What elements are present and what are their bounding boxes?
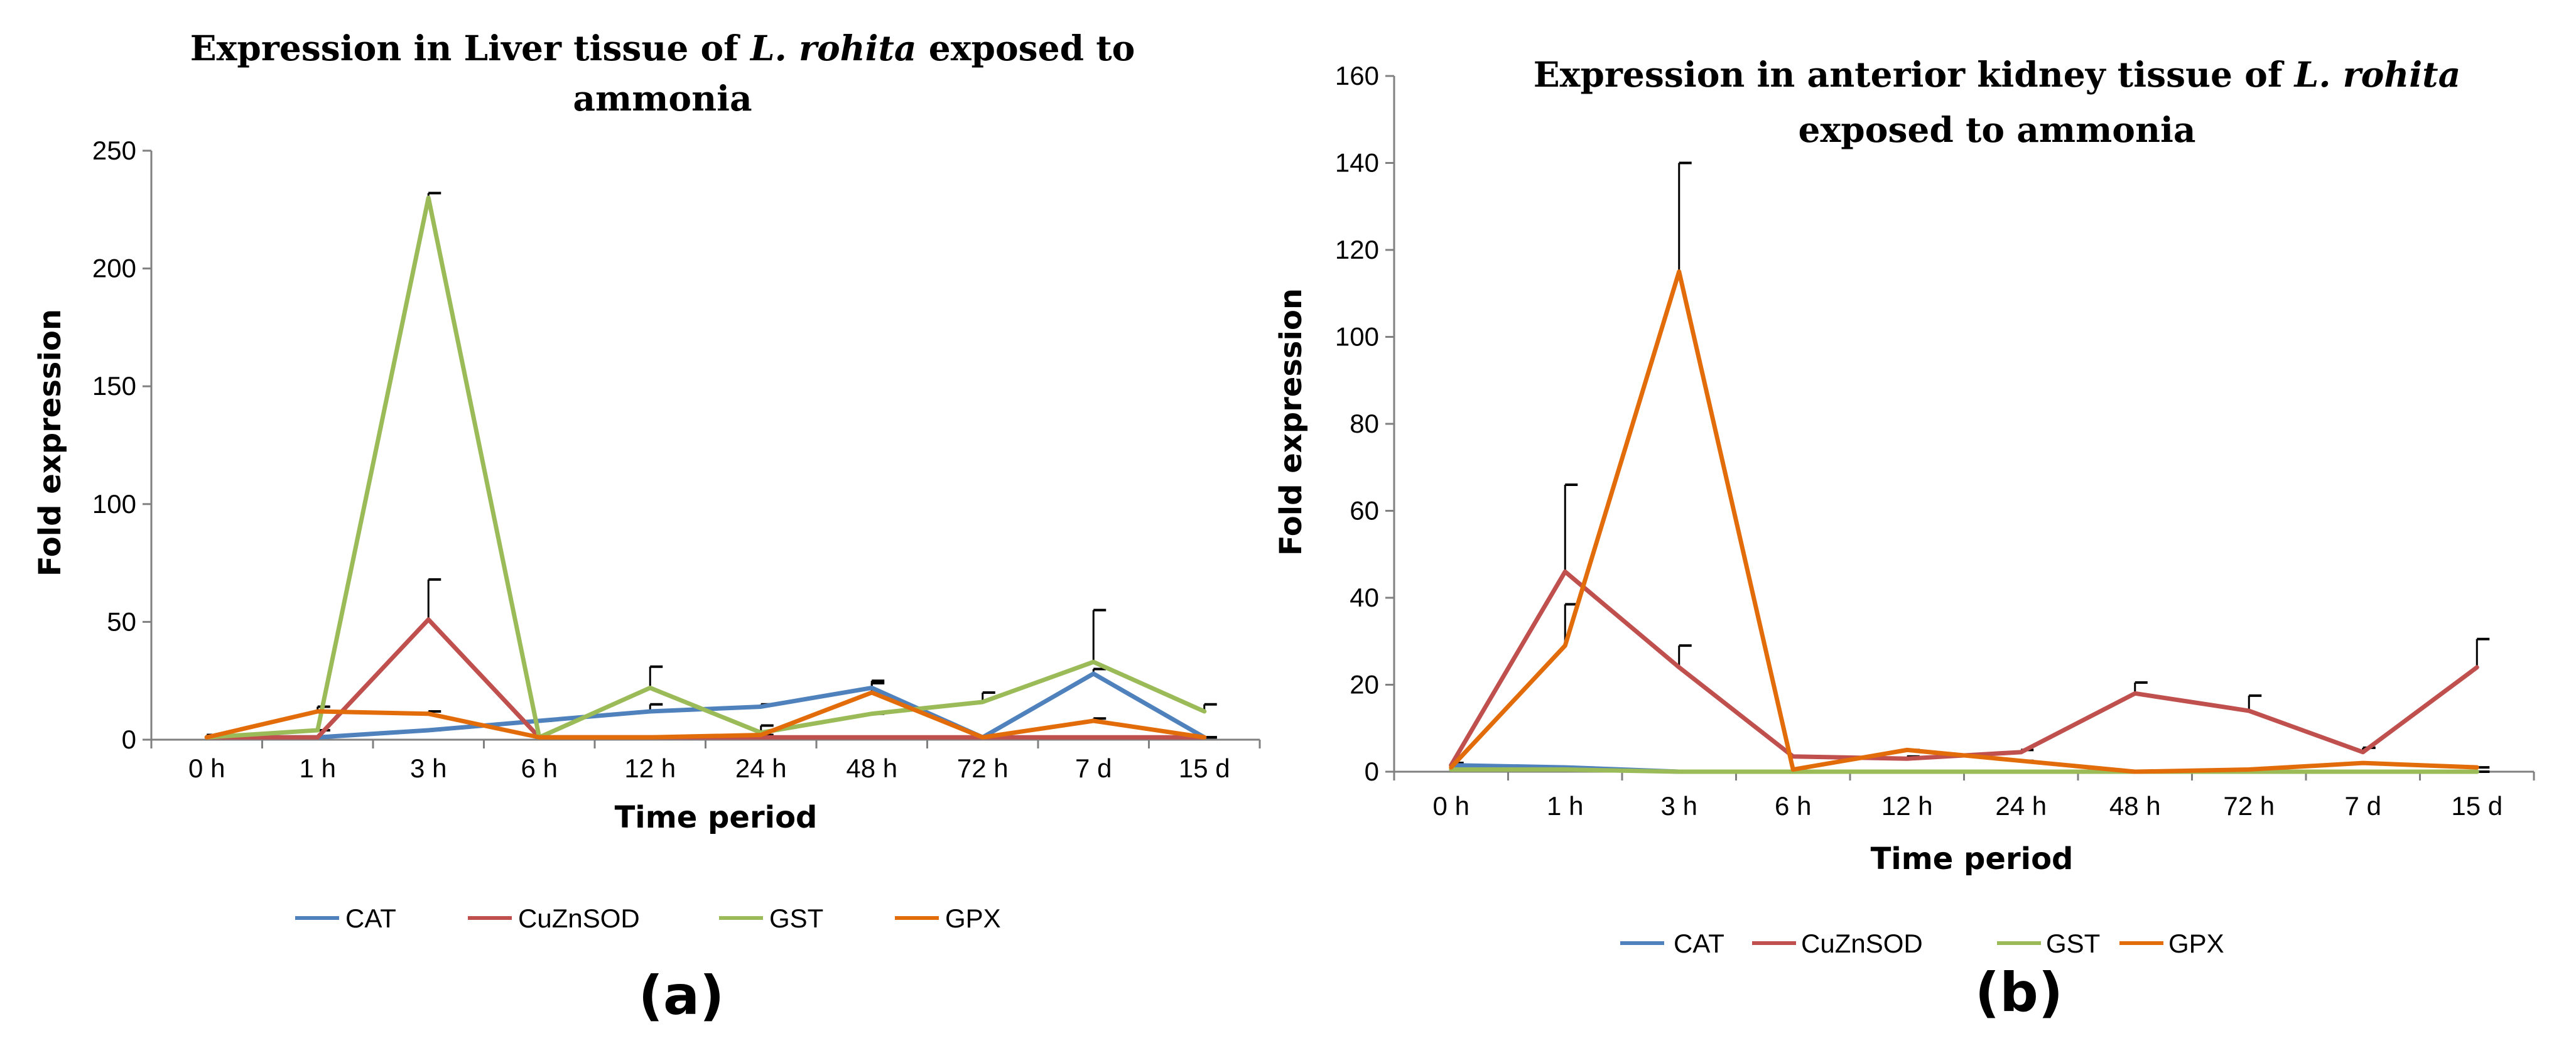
chart-b-legend-label-gpx: GPX bbox=[2168, 929, 2224, 958]
chart-b-x-tick-label: 72 h bbox=[2223, 791, 2275, 821]
chart-b-x-tick-label: 48 h bbox=[2109, 791, 2161, 821]
chart-liver: Expression in Liver tissue of L. rohita … bbox=[33, 28, 1261, 1027]
chart-b-x-tick-label: 12 h bbox=[1881, 791, 1933, 821]
chart-b-legend-label-gst: GST bbox=[2046, 929, 2100, 958]
chart-b-y-tick-label: 60 bbox=[1350, 496, 1379, 526]
chart-a-y-tick-label: 50 bbox=[107, 607, 136, 636]
chart-a-series-gpx bbox=[204, 690, 1207, 740]
chart-a-series-gst bbox=[204, 195, 1207, 740]
chart-b-error-bars bbox=[1450, 161, 2490, 773]
chart-a-x-tick-label: 7 d bbox=[1075, 753, 1112, 783]
chart-a-legend-label-cuznsod: CuZnSOD bbox=[518, 904, 640, 933]
chart-a-legend-label-gst: GST bbox=[769, 904, 823, 933]
chart-b-y-tick-label: 80 bbox=[1350, 409, 1379, 438]
chart-a-y-axis-label: Fold expression bbox=[33, 309, 68, 576]
chart-a-x-tick-label: 6 h bbox=[521, 753, 558, 783]
chart-b-y-tick-label: 100 bbox=[1335, 322, 1379, 352]
chart-a-x-tick-label: 48 h bbox=[846, 753, 897, 783]
chart-b-panel-label: (b) bbox=[1975, 961, 2063, 1024]
chart-b-x-tick-label: 3 h bbox=[1661, 791, 1697, 821]
chart-b-x-tick-label: 24 h bbox=[1995, 791, 2047, 821]
chart-b-series-cuznsod bbox=[1449, 569, 2479, 768]
chart-b-y-tick-label: 160 bbox=[1335, 61, 1379, 90]
chart-a-y-tick-label: 150 bbox=[92, 371, 136, 401]
chart-b-title-line2: exposed to ammonia bbox=[1799, 109, 2196, 150]
chart-a-y-tick-label: 0 bbox=[122, 725, 136, 754]
chart-a-x-tick-label: 12 h bbox=[624, 753, 676, 783]
chart-b-x-tick-label: 1 h bbox=[1547, 791, 1583, 821]
chart-a-panel-label: (a) bbox=[639, 964, 725, 1027]
chart-b-y-tick-label: 20 bbox=[1350, 670, 1379, 699]
chart-a-x-tick-label: 24 h bbox=[735, 753, 787, 783]
chart-b-x-tick-label: 6 h bbox=[1775, 791, 1811, 821]
chart-b-series-gpx bbox=[1449, 269, 2479, 774]
chart-b-series-gst bbox=[1449, 767, 2479, 774]
chart-b-y-tick-label: 140 bbox=[1335, 148, 1379, 178]
chart-a-legend-label-cat: CAT bbox=[345, 904, 396, 933]
chart-b-y-tick-label: 120 bbox=[1335, 235, 1379, 264]
chart-a-legend-label-gpx: GPX bbox=[945, 904, 1001, 933]
chart-a-x-tick-label: 0 h bbox=[188, 753, 225, 783]
chart-a-title-line2: ammonia bbox=[573, 78, 752, 119]
chart-a-error-bars bbox=[205, 192, 1217, 739]
chart-a-axes: 0 50 100 150 200 250 0 h 1 h 3 h 6 h 12 h 24 h 48 h 7… bbox=[92, 136, 1261, 783]
chart-a-series-cuznsod bbox=[204, 617, 1207, 740]
chart-a-y-tick-label: 100 bbox=[92, 489, 136, 519]
chart-a-x-axis-label: Time period bbox=[615, 800, 818, 835]
chart-a-x-tick-label: 1 h bbox=[300, 753, 336, 783]
chart-a-x-tick-label: 15 d bbox=[1179, 753, 1230, 783]
chart-b-x-axis-label: Time period bbox=[1871, 841, 2074, 877]
chart-b-axes: 0 20 40 60 80 100 120 140 160 0 h 1 h 3 h 6 h 12 h 24 … bbox=[1335, 61, 2535, 821]
chart-b-x-tick-label: 7 d bbox=[2345, 791, 2381, 821]
chart-a-title-line1: Expression in Liver tissue of L. rohita … bbox=[190, 28, 1135, 68]
chart-b-x-tick-label: 15 d bbox=[2451, 791, 2503, 821]
chart-a-legend: CAT CuZnSOD GST GPX bbox=[295, 904, 1001, 933]
chart-a-x-tick-label: 72 h bbox=[957, 753, 1009, 783]
chart-a-x-tick-label: 3 h bbox=[410, 753, 446, 783]
chart-a-y-tick-label: 200 bbox=[92, 254, 136, 283]
chart-b-series bbox=[1449, 269, 2479, 774]
chart-b-y-tick-label: 40 bbox=[1350, 583, 1379, 612]
chart-b-legend-label-cuznsod: CuZnSOD bbox=[1801, 929, 1923, 958]
chart-b-legend: CAT CuZnSOD GST GPX bbox=[1620, 929, 2224, 958]
chart-a-series bbox=[204, 195, 1207, 740]
chart-a-y-tick-label: 250 bbox=[92, 136, 136, 165]
chart-b-x-tick-label: 0 h bbox=[1433, 791, 1469, 821]
chart-b-legend-label-cat: CAT bbox=[1674, 929, 1724, 958]
chart-b-y-axis-label: Fold expression bbox=[1274, 288, 1309, 556]
chart-b-title-line1: Expression in anterior kidney tissue of … bbox=[1534, 54, 2460, 95]
chart-kidney: Expression in anterior kidney tissue of … bbox=[1274, 54, 2535, 1024]
chart-b-y-tick-label: 0 bbox=[1365, 757, 1379, 786]
